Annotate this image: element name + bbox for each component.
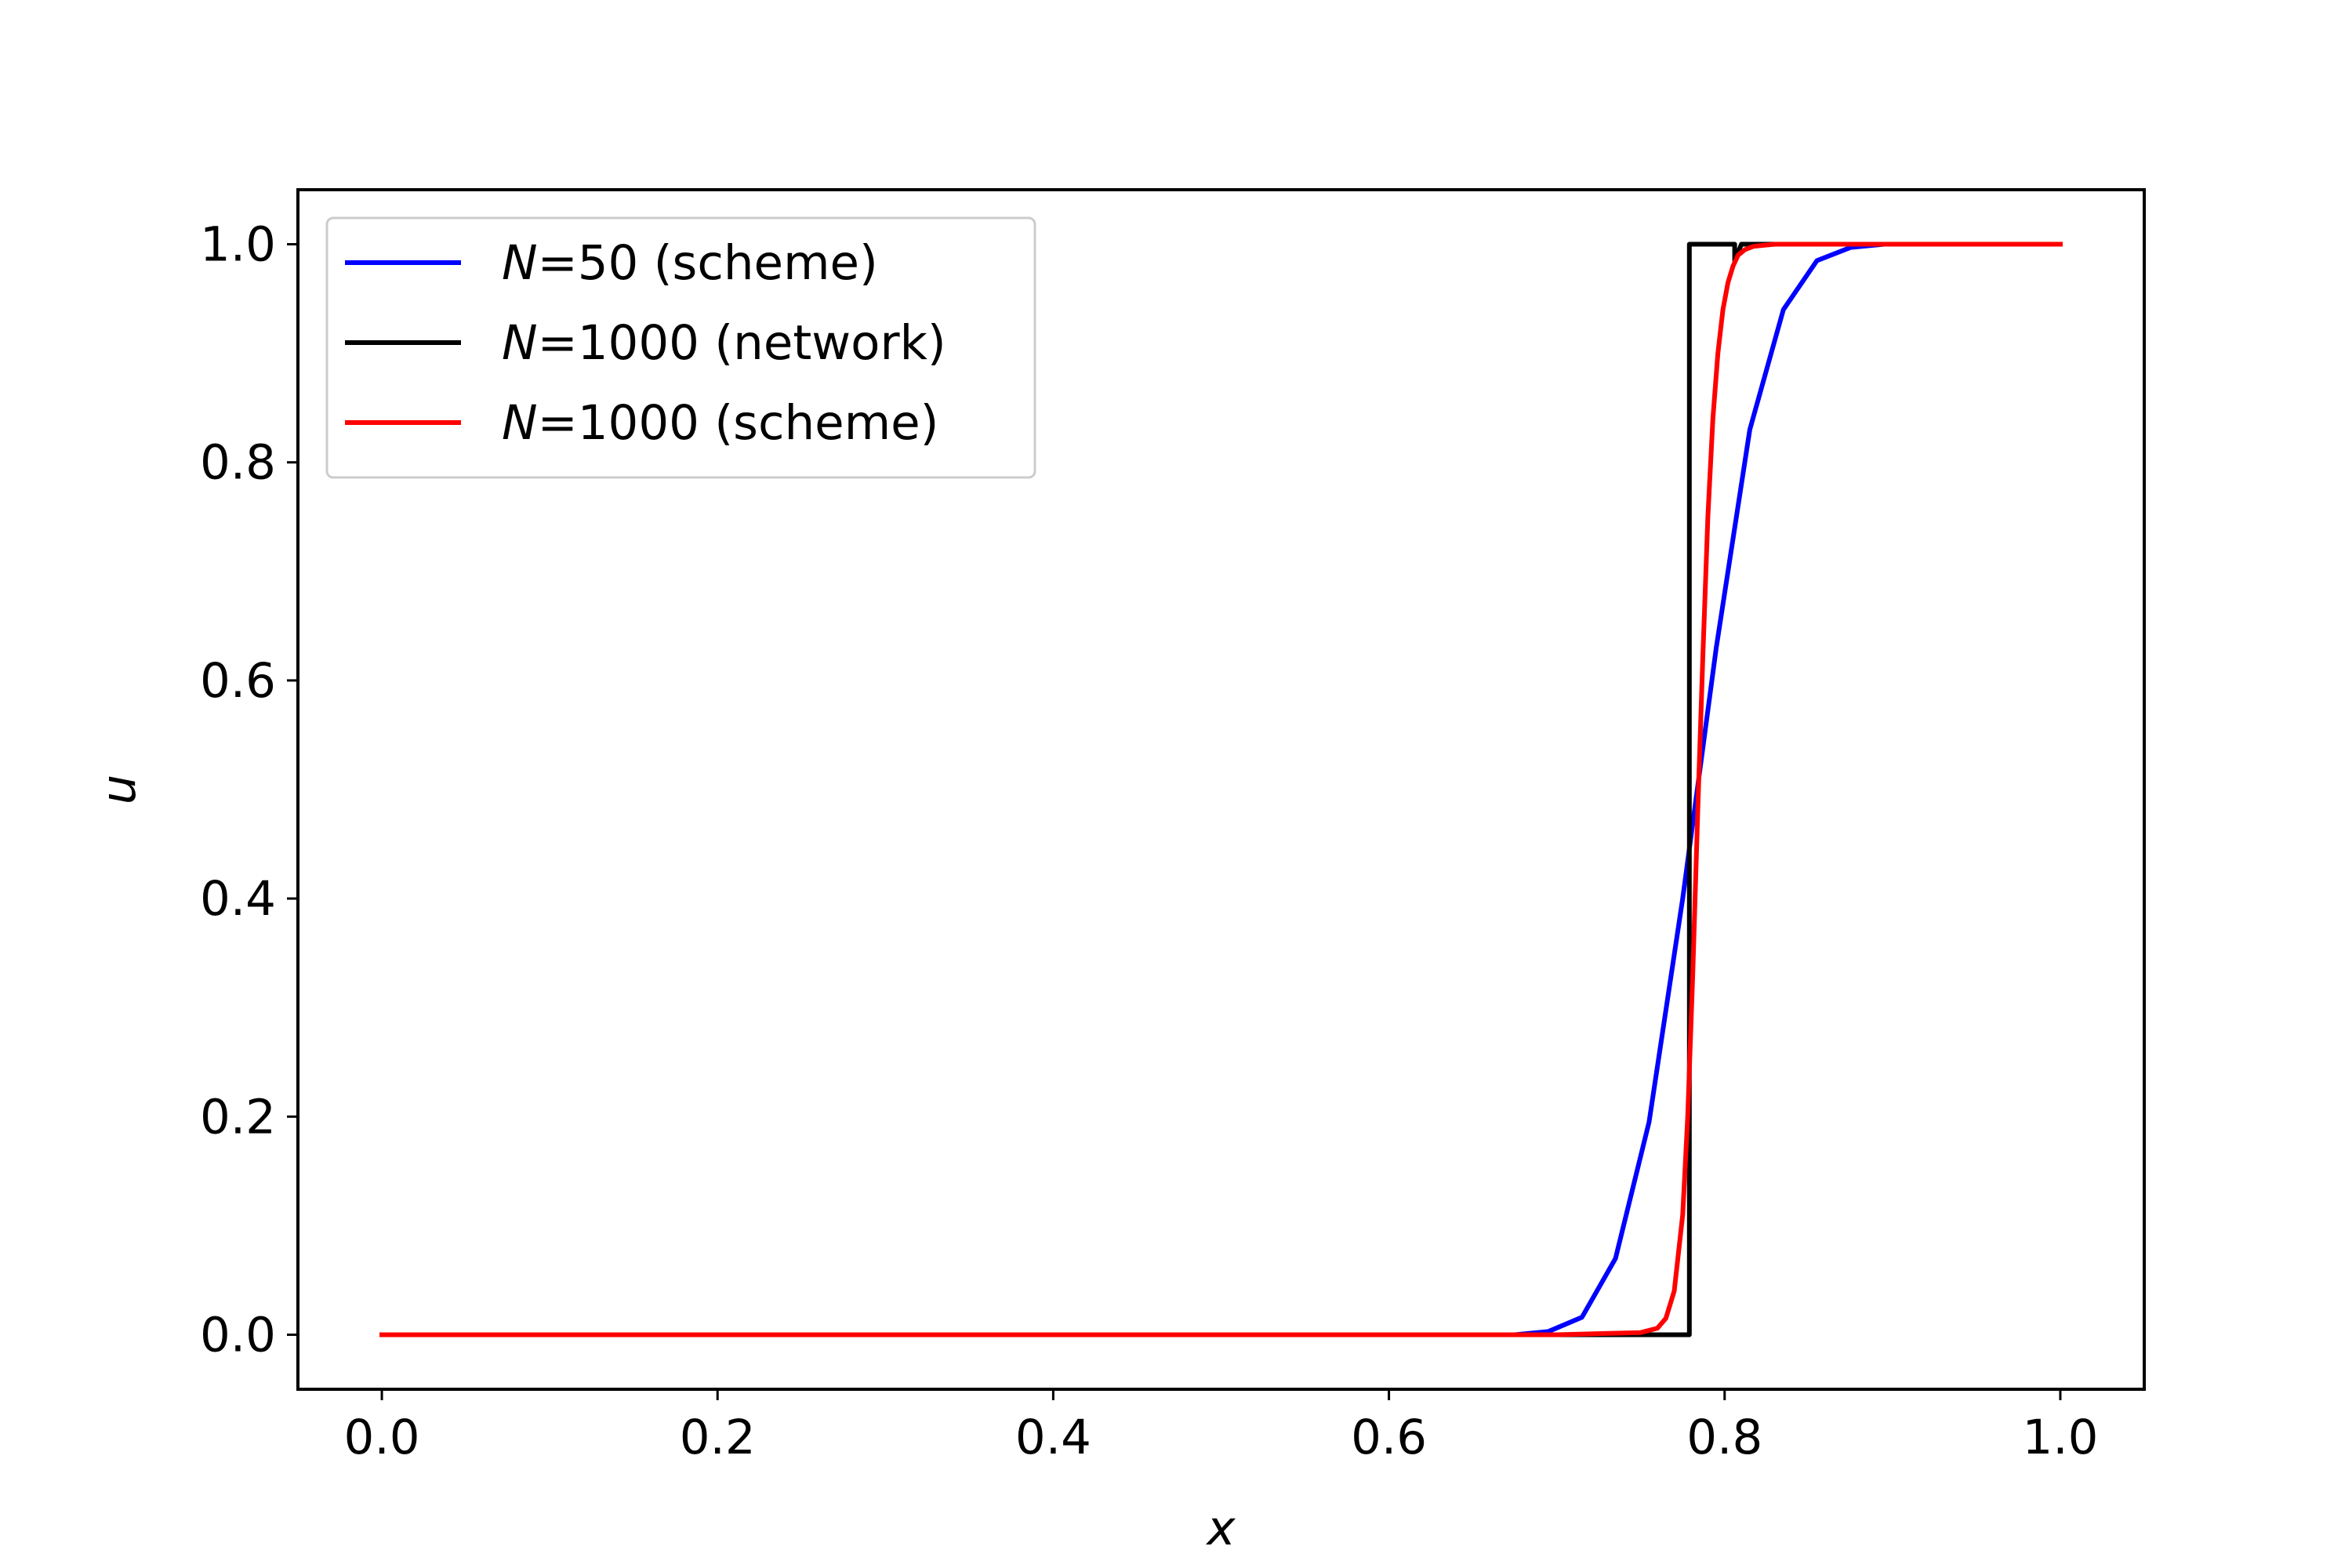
y-tick-label: 0.8 xyxy=(200,435,276,491)
legend: N=50 (scheme) N=1000 (network) N=1000 (sch… xyxy=(325,216,1036,479)
x-axis: 0.0 0.2 0.4 0.6 0.8 1.0 xyxy=(344,1389,2098,1465)
x-tick-label: 0.2 xyxy=(680,1410,756,1465)
x-axis-label: x xyxy=(1205,1501,1236,1556)
series-line-3 xyxy=(379,241,2063,1338)
y-axis-label: u xyxy=(91,775,147,805)
legend-label: N=1000 (scheme) xyxy=(502,395,938,451)
x-tick-label: 0.8 xyxy=(1686,1410,1762,1465)
y-tick-label: 0.0 xyxy=(200,1307,276,1363)
series-layer xyxy=(379,241,2063,1338)
y-tick-label: 0.6 xyxy=(200,653,276,709)
x-tick-label: 0.6 xyxy=(1351,1410,1427,1465)
y-tick-label: 0.4 xyxy=(200,871,276,927)
axes-frame xyxy=(296,188,2146,1391)
x-tick-label: 1.0 xyxy=(2022,1410,2098,1465)
legend-label: N=50 (scheme) xyxy=(502,235,878,291)
legend-box xyxy=(325,216,1036,479)
x-tick-label: 0.4 xyxy=(1015,1410,1091,1465)
y-axis: 0.0 0.2 0.4 0.6 0.8 1.0 xyxy=(200,217,298,1363)
x-tick-label: 0.0 xyxy=(344,1410,420,1465)
legend-label: N=1000 (network) xyxy=(502,315,946,371)
y-tick-label: 1.0 xyxy=(200,217,276,273)
y-tick-label: 0.2 xyxy=(200,1089,276,1145)
